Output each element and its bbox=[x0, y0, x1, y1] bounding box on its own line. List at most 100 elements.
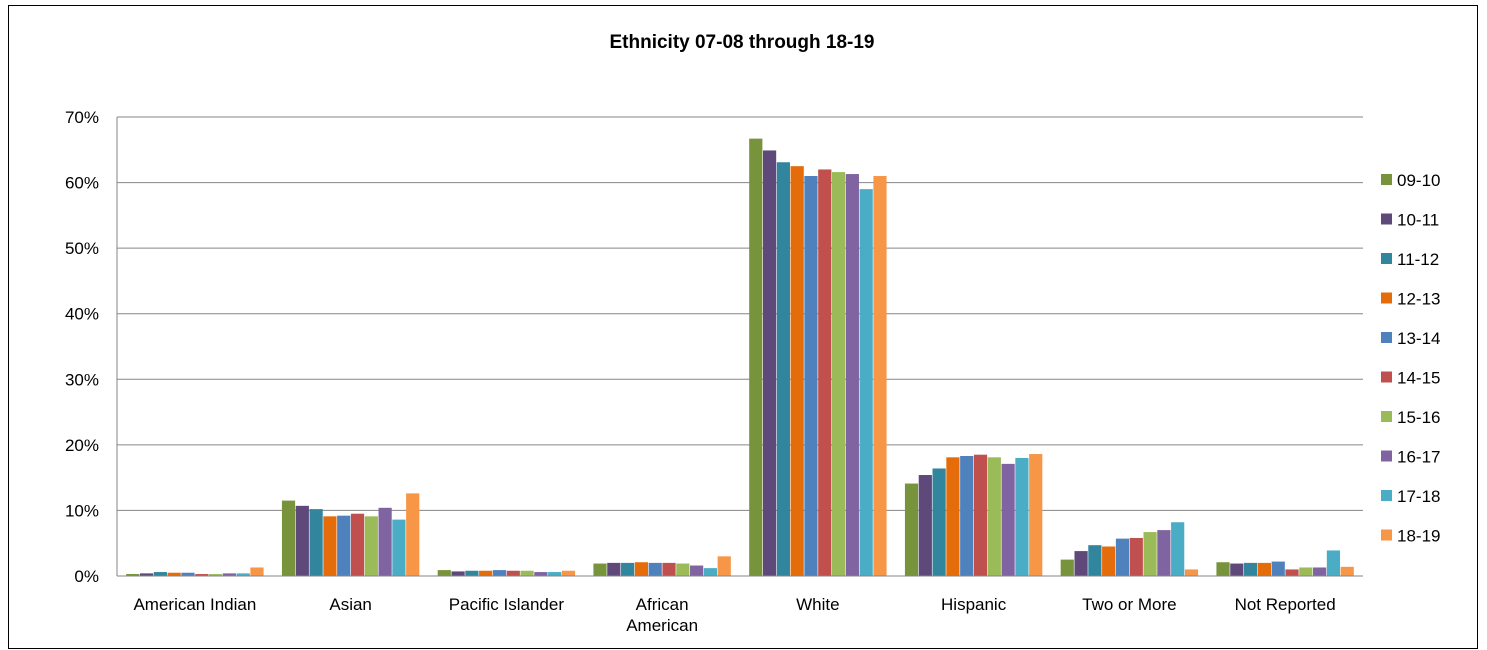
legend-swatch bbox=[1381, 450, 1392, 462]
bar bbox=[1285, 569, 1299, 576]
bar bbox=[776, 162, 790, 576]
bar bbox=[392, 519, 406, 576]
bar bbox=[181, 572, 195, 576]
bar bbox=[1001, 463, 1015, 576]
bar bbox=[1271, 561, 1285, 576]
legend-swatch bbox=[1381, 371, 1392, 383]
bar bbox=[250, 567, 264, 576]
bar bbox=[1102, 546, 1116, 576]
bar bbox=[1313, 567, 1327, 576]
legend-swatch bbox=[1381, 253, 1392, 264]
bar bbox=[364, 516, 378, 576]
legend-swatch bbox=[1381, 490, 1392, 501]
bar bbox=[1029, 454, 1043, 576]
bar bbox=[1171, 522, 1185, 576]
bar bbox=[831, 172, 846, 576]
bar bbox=[973, 454, 988, 576]
bar bbox=[607, 562, 621, 576]
legend-label: 11-12 bbox=[1397, 250, 1439, 269]
bar bbox=[690, 565, 704, 576]
bar bbox=[1340, 566, 1354, 576]
x-tick-label: African American bbox=[626, 595, 698, 635]
legend-label: 15-16 bbox=[1397, 408, 1440, 427]
bar bbox=[1216, 562, 1230, 576]
bar bbox=[762, 150, 777, 577]
legend-label: 09-10 bbox=[1397, 171, 1440, 190]
bar bbox=[309, 509, 323, 576]
bar bbox=[662, 562, 676, 576]
bar bbox=[1015, 457, 1029, 576]
bar bbox=[818, 169, 832, 576]
bar bbox=[1326, 550, 1341, 576]
x-tick-label: Not Reported bbox=[1235, 595, 1336, 614]
legend: 09-10 10-11 11-12 12-13 13-14 14-15 15-16 16-17… bbox=[1381, 171, 1440, 546]
bar bbox=[703, 568, 718, 576]
legend-label: 10-11 bbox=[1397, 211, 1439, 230]
x-tick-label: Asian bbox=[329, 595, 372, 614]
bar bbox=[295, 505, 309, 576]
bar bbox=[208, 574, 223, 576]
x-tick-label: American Indian bbox=[133, 595, 256, 614]
bar bbox=[195, 574, 209, 576]
bar bbox=[1244, 562, 1258, 576]
bar bbox=[350, 513, 365, 576]
gridlines bbox=[117, 116, 1363, 511]
bar bbox=[749, 138, 763, 577]
legend-label: 13-14 bbox=[1397, 329, 1440, 348]
legend-label: 17-18 bbox=[1397, 487, 1440, 506]
chart-frame bbox=[8, 5, 1478, 649]
bar bbox=[1088, 545, 1102, 576]
bar bbox=[932, 468, 946, 576]
bar bbox=[790, 166, 804, 576]
bar bbox=[946, 457, 960, 576]
bar bbox=[593, 563, 607, 576]
bar bbox=[904, 483, 919, 576]
bar bbox=[634, 562, 649, 576]
legend-label: 14-15 bbox=[1397, 369, 1440, 388]
y-tick-label: 10% bbox=[65, 501, 99, 520]
legend-swatch bbox=[1381, 411, 1392, 422]
axes: 0% 10% 20% 30% 40% 50% 60% 70% American Indian As… bbox=[65, 108, 1363, 635]
legend-swatch bbox=[1381, 213, 1392, 225]
legend-label: 16-17 bbox=[1397, 448, 1440, 467]
bar bbox=[1129, 537, 1143, 576]
bar bbox=[406, 493, 420, 576]
bar bbox=[960, 456, 974, 576]
bar bbox=[987, 457, 1001, 576]
bar bbox=[1115, 538, 1130, 576]
bar bbox=[520, 570, 534, 576]
bar bbox=[139, 573, 154, 576]
x-tick-label: White bbox=[796, 595, 839, 614]
legend-swatch bbox=[1381, 332, 1392, 343]
y-tick-label: 60% bbox=[65, 174, 99, 193]
bar bbox=[561, 570, 576, 576]
bar bbox=[804, 176, 818, 576]
bar bbox=[281, 500, 296, 576]
bar bbox=[465, 570, 479, 576]
bar bbox=[548, 572, 562, 576]
bar bbox=[1257, 562, 1272, 576]
bar bbox=[451, 571, 465, 576]
bar bbox=[378, 507, 392, 576]
y-tick-label: 20% bbox=[65, 436, 99, 455]
bar bbox=[437, 570, 451, 576]
bar bbox=[845, 174, 859, 576]
x-tick-label: Hispanic bbox=[941, 595, 1007, 614]
bar bbox=[126, 574, 140, 576]
legend-swatch bbox=[1381, 292, 1392, 304]
legend-swatch bbox=[1381, 174, 1392, 185]
bar bbox=[1230, 563, 1244, 576]
chart-title: Ethnicity 07-08 through 18-19 bbox=[609, 32, 874, 53]
bar bbox=[1074, 551, 1088, 576]
bar bbox=[534, 572, 548, 576]
y-tick-label: 40% bbox=[65, 305, 99, 324]
bar bbox=[1157, 530, 1171, 576]
bar bbox=[648, 562, 662, 576]
bar bbox=[1143, 532, 1157, 576]
bar bbox=[621, 562, 635, 576]
legend-swatch bbox=[1381, 529, 1392, 541]
bar bbox=[918, 475, 932, 576]
bar bbox=[1184, 569, 1199, 576]
bar bbox=[479, 570, 493, 576]
